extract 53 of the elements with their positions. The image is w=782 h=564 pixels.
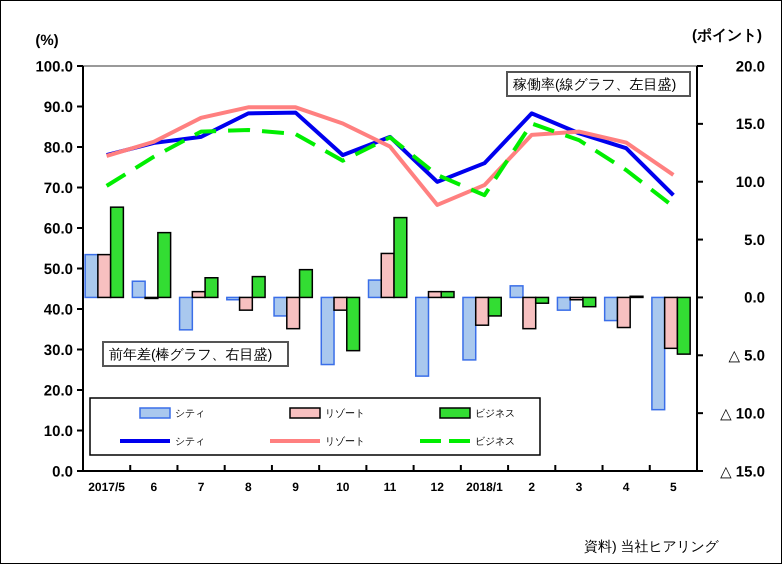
x-tick-label: 3 (576, 480, 583, 494)
bar (178, 296, 194, 331)
y-tick-label: 50.0 (44, 260, 73, 278)
y-axis-title: (%) (35, 32, 59, 49)
x-tick-label: 10 (336, 480, 350, 494)
legend-label: リゾート (325, 408, 365, 420)
bar (462, 296, 476, 361)
x-tick-label: 9 (292, 480, 300, 494)
x-tick-label: 2017/5 (88, 480, 126, 494)
x-tick-label: 11 (384, 480, 397, 494)
y2-tick-label: △ 5.0 (728, 348, 765, 365)
x-tick-label: 4 (622, 480, 630, 494)
x-tick-label: 6 (150, 480, 158, 494)
y-tick-label: 100.0 (35, 58, 73, 76)
y2-tick-label: △ 10.0 (720, 405, 765, 422)
y2-tick-label: 10.0 (736, 174, 765, 191)
bar (556, 296, 571, 311)
y2-tick-label: 5.0 (744, 232, 765, 249)
legend-label: リゾート (325, 436, 365, 448)
bar (414, 296, 430, 377)
annotation: 稼働率(線グラフ、左目盛) (513, 76, 676, 92)
x-tick-label: 12 (430, 480, 444, 494)
legend-label: シティ (175, 408, 205, 420)
x-tick-label: 2018/1 (466, 480, 504, 494)
y-tick-label: 20.0 (44, 382, 73, 400)
bar (320, 296, 335, 366)
bar (509, 285, 524, 298)
bar (226, 296, 240, 300)
legend-label: ビジネス (475, 436, 515, 448)
y2-tick-label: 15.0 (736, 116, 765, 134)
bar (132, 280, 146, 298)
x-tick-label: 2 (528, 480, 536, 494)
annotation: 前年差(棒グラフ、右目盛) (109, 346, 272, 362)
y-tick-label: 90.0 (44, 98, 73, 116)
y-tick-label: 60.0 (44, 220, 73, 238)
y-tick-label: 80.0 (44, 139, 73, 156)
y-tick-label: 30.0 (44, 342, 73, 359)
x-tick-label: 5 (670, 480, 678, 494)
y-tick-label: 0.0 (52, 463, 73, 480)
y-tick-label: 70.0 (44, 180, 73, 197)
legend-label: ビジネス (475, 408, 515, 420)
y-tick-label: 10.0 (44, 422, 73, 440)
legend-label: シティ (175, 436, 205, 448)
y2-tick-label: 0.0 (744, 290, 765, 307)
x-tick-label: 8 (244, 480, 252, 494)
bar (604, 296, 618, 322)
text: 資料) 当社ヒアリング (584, 538, 720, 554)
y2-tick-label: 20.0 (736, 58, 765, 76)
y-tick-label: 40.0 (44, 301, 73, 318)
y2-axis-title: (ポイント) (692, 27, 762, 44)
bar (651, 296, 666, 410)
x-tick-label: 7 (198, 480, 205, 494)
y2-tick-label: △ 15.0 (720, 463, 765, 480)
